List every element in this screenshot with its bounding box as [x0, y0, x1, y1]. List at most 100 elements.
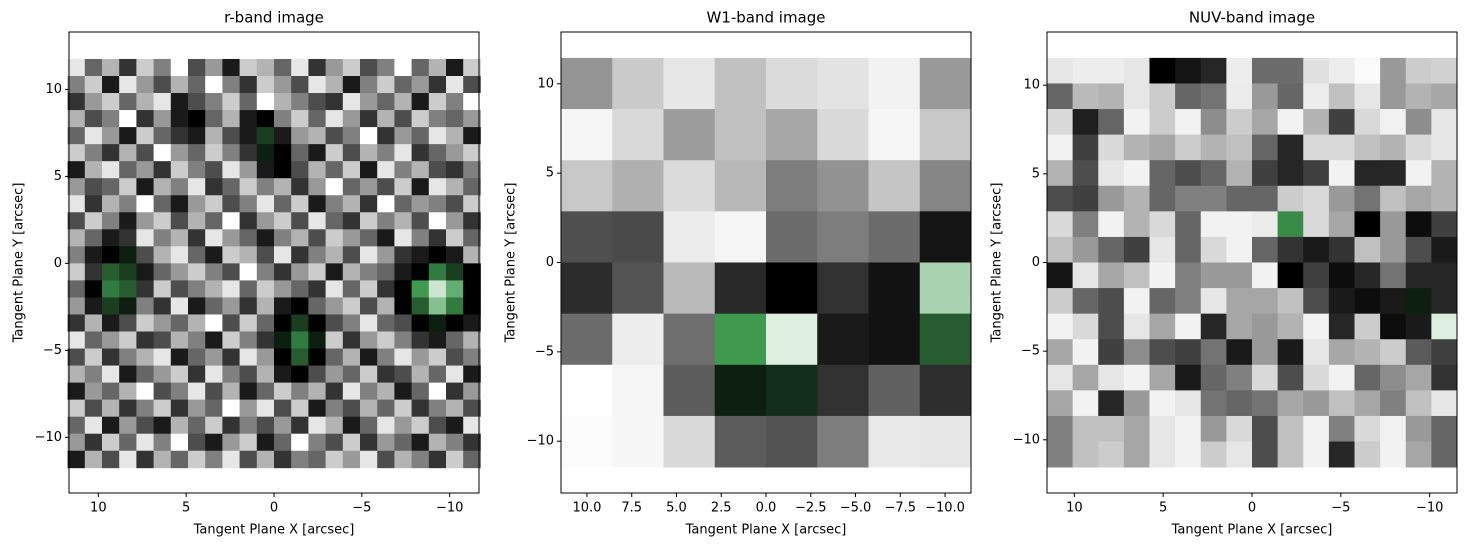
heatmap-cell — [1200, 415, 1227, 442]
heatmap-cell — [222, 178, 240, 196]
heatmap-cell — [222, 348, 240, 366]
heatmap-cell — [153, 399, 172, 418]
heatmap-cell — [205, 365, 223, 384]
heatmap-cell — [256, 263, 275, 281]
x-tick-label: 0 — [1248, 501, 1256, 516]
heatmap-cell — [411, 144, 430, 162]
heatmap-cell — [1380, 288, 1407, 315]
heatmap-cell — [1380, 339, 1407, 366]
heatmap-cell — [446, 127, 464, 145]
heatmap-cell — [239, 450, 258, 469]
heatmap-cell — [291, 348, 309, 366]
heatmap-cell — [1200, 160, 1227, 187]
heatmap-cell — [394, 416, 413, 435]
heatmap-cell — [67, 365, 86, 384]
heatmap-cell — [394, 246, 413, 264]
heatmap-cell — [325, 127, 344, 145]
heatmap-cell — [84, 110, 103, 128]
heatmap-cell — [411, 93, 430, 111]
heatmap-cell — [84, 382, 103, 401]
heatmap-cell — [360, 348, 378, 366]
heatmap-cell — [377, 75, 395, 94]
heatmap-cell — [411, 365, 430, 384]
heatmap-cell — [84, 416, 103, 435]
heatmap-cell — [1226, 236, 1253, 263]
heatmap-cell — [239, 212, 258, 230]
heatmap-cell — [84, 263, 103, 281]
heatmap-cell — [428, 348, 447, 366]
heatmap-cell — [84, 144, 103, 162]
y-axis-label: Tangent Plane Y [arcsec] — [504, 183, 519, 344]
y-axis-label: Tangent Plane Y [arcsec] — [12, 183, 27, 344]
heatmap-cell — [1047, 415, 1074, 442]
heatmap-cell — [1149, 134, 1176, 161]
heatmap-cell — [1226, 83, 1253, 110]
heatmap-cell — [1200, 339, 1227, 366]
heatmap-cell — [119, 178, 137, 196]
heatmap-cell — [1380, 236, 1407, 263]
heatmap-cell — [411, 58, 430, 77]
heatmap-cell — [394, 229, 413, 247]
heatmap-cell — [446, 365, 464, 384]
heatmap-cell — [136, 93, 154, 111]
heatmap-cell — [205, 416, 223, 435]
heatmap-cell — [342, 212, 361, 230]
heatmap-cell — [1252, 415, 1279, 442]
heatmap-cell — [394, 110, 413, 128]
heatmap-cell — [714, 160, 767, 212]
heatmap-cell — [1200, 262, 1227, 289]
heatmap-cell — [360, 382, 378, 401]
heatmap-cell — [446, 348, 464, 366]
heatmap-cell — [1226, 441, 1253, 468]
heatmap-cell — [1354, 236, 1381, 263]
heatmap-cell — [308, 58, 327, 77]
heatmap-cell — [84, 246, 103, 264]
heatmap-cell — [325, 75, 344, 94]
heatmap-cell — [1252, 211, 1279, 238]
heatmap-cell — [342, 297, 361, 315]
heatmap-cell — [1098, 57, 1125, 84]
heatmap-cell — [1123, 236, 1150, 263]
heatmap-cell — [187, 246, 206, 264]
heatmap-cell — [377, 195, 395, 213]
heatmap-cell — [67, 127, 86, 145]
heatmap-cell — [119, 280, 137, 298]
heatmap-cell — [663, 57, 716, 110]
heatmap-cell — [291, 399, 309, 418]
heatmap-cell — [239, 229, 258, 247]
heatmap-cell — [1047, 211, 1074, 238]
heatmap-cell — [274, 93, 292, 111]
heatmap-cell — [308, 195, 327, 213]
x-tick-label: 2.5 — [711, 501, 732, 516]
heatmap-cell — [153, 297, 172, 315]
heatmap-cell — [1431, 441, 1458, 468]
heatmap-cell — [446, 161, 464, 179]
heatmap-cell — [308, 110, 327, 128]
heatmap-cell — [1047, 313, 1074, 340]
heatmap-cell — [428, 382, 447, 401]
heatmap-cell — [360, 161, 378, 179]
heatmap-cell — [84, 399, 103, 418]
heatmap-cell — [239, 416, 258, 435]
heatmap-cell — [136, 450, 154, 469]
heatmap-cell — [1098, 364, 1125, 391]
heatmap-cell — [153, 416, 172, 435]
heatmap-cell — [205, 161, 223, 179]
heatmap-cell — [153, 348, 172, 366]
heatmap-cell — [1226, 57, 1253, 84]
heatmap-cell — [274, 297, 292, 315]
heatmap-cell — [274, 399, 292, 418]
heatmap-cell — [868, 57, 921, 110]
heatmap-cell — [136, 263, 154, 281]
heatmap-cell — [1123, 160, 1150, 187]
heatmap-cell — [67, 110, 86, 128]
heatmap-cell — [101, 280, 120, 298]
heatmap-cell — [1252, 364, 1279, 391]
heatmap-cell — [308, 450, 327, 469]
heatmap-cell — [714, 57, 767, 110]
heatmap-cell — [1380, 262, 1407, 289]
heatmap-cell — [394, 212, 413, 230]
heatmap-cell — [1226, 134, 1253, 161]
heatmap-cell — [1277, 83, 1304, 110]
heatmap-cell — [187, 365, 206, 384]
